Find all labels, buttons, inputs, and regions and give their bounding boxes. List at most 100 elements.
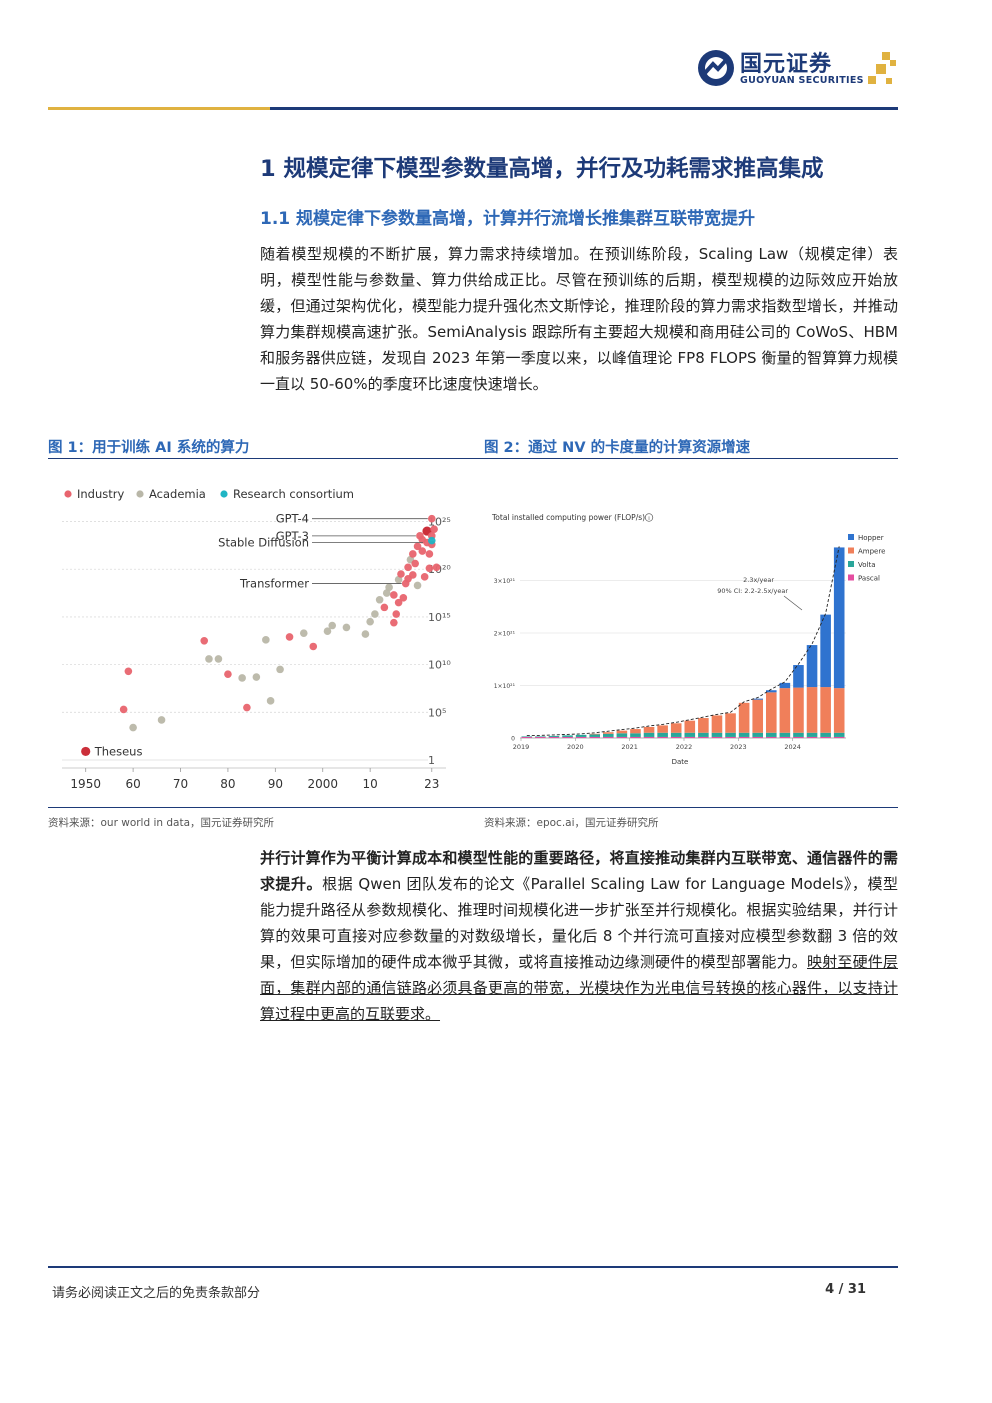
company-logo: 国元证券 GUOYUAN SECURITIES (696, 46, 900, 92)
figure1-point (81, 746, 91, 757)
figure2-legend-swatch (848, 547, 854, 554)
figure2-bar-segment (793, 687, 804, 733)
figure1-point (425, 550, 434, 558)
figure2-bar-segment (752, 699, 764, 733)
figure1-point (409, 571, 417, 579)
figure1-point (409, 550, 417, 558)
figure2-legend-label: Ampere (858, 547, 885, 555)
figure2-bar-segment (575, 734, 587, 737)
figure2-bar-segment (562, 735, 573, 737)
figure2-bar-segment (616, 736, 628, 738)
figure1-point (371, 610, 379, 618)
figure2-x-tick-label: 2022 (676, 743, 693, 751)
figure1-annotation: GPT-3 (276, 529, 309, 543)
figure2-bar-segment (562, 736, 573, 738)
figure1-legend: Industry Academia Research consortium (64, 487, 354, 501)
figure2-bar-segment (725, 736, 736, 738)
figure1-x-tick-label: 1950 (70, 777, 101, 791)
figure1-legend-label: Research consortium (233, 487, 354, 501)
figure1-point (361, 630, 370, 638)
figure1-point (394, 598, 403, 607)
figure2-bar-segment (833, 736, 845, 738)
figure2-bar-segment (521, 736, 533, 738)
figure2-bar-segment (820, 732, 831, 737)
figure1-point (200, 636, 209, 645)
figure2-bar-segment (698, 718, 709, 733)
figure2-bar-segment (752, 698, 764, 700)
figure2-bar-segment (602, 732, 614, 734)
paragraph-bold-lead: 并行计算作为平衡计算成本和模型性能的重要路径，将直接推动集群内互联带宽、通信器件… (260, 849, 898, 893)
figure1-point (392, 610, 401, 618)
page-number: 4 / 31 (825, 1282, 866, 1297)
figure2-bar-segment (657, 725, 668, 733)
figure2-bar-segment (793, 665, 804, 688)
figure1-annotation: GPT-4 (276, 512, 309, 526)
figure1-point (385, 583, 393, 592)
figure2-bar-segment (779, 736, 791, 738)
figure2-bar-segment (711, 736, 723, 738)
figure2-bar-segment (575, 736, 587, 738)
figure-top-rule (48, 458, 898, 459)
figure1-point (404, 563, 412, 572)
logo-name: 国元证券 (740, 52, 833, 77)
figure1-chart: 110⁵10¹⁰10¹⁵10²⁰10²⁵ 1950607080902000102… (62, 487, 451, 791)
figure2-x-axis-label: Date (672, 758, 689, 766)
figure1-point (366, 617, 374, 626)
figure2-bar-segment (602, 736, 614, 738)
figure2-bar-segment (616, 733, 628, 737)
figure2-bar-segment (820, 614, 831, 688)
figure1-x-tick-label: 10 (363, 777, 378, 791)
figure2-bar-segment (738, 732, 750, 737)
figure2-legend-label: Volta (858, 561, 876, 569)
figure2-x-tick-label: 2023 (730, 743, 747, 751)
figure2-bar-segment (765, 736, 777, 738)
header-rule (48, 107, 898, 110)
figure2-bar-segment (793, 736, 804, 738)
figure1-x-tick-label: 90 (268, 777, 283, 791)
figure2-bar-segment (602, 733, 614, 737)
figure2-bar-segment (833, 547, 845, 689)
figure1-x-ticks: 1950 60 70 80 90 2000 10 23 (70, 768, 439, 791)
figure1-point (119, 705, 128, 714)
figure1-point (418, 547, 427, 555)
figure1-point (224, 670, 232, 678)
figure1-x-tick-label: 23 (424, 777, 439, 791)
figure1-point (411, 559, 419, 568)
figure1-point (285, 633, 294, 641)
figure1-point (262, 636, 270, 644)
figure2-legend-swatch (848, 574, 854, 581)
figure2-bar-segment (670, 736, 682, 738)
figure2-bar-segment (779, 688, 791, 733)
figure2-bar-segment (806, 732, 818, 737)
figure1-point (413, 581, 422, 590)
figure1-legend-swatch (220, 490, 228, 498)
svg-text:i: i (648, 516, 650, 522)
figure1-point (390, 618, 398, 627)
figure2-source: 资料来源：epoc.ai，国元证券研究所 (484, 817, 659, 829)
figure1-gridlines (62, 521, 446, 769)
figure2-title: 图 2：通过 NV 的卡度量的计算资源增速 (484, 440, 751, 456)
figure2-bar-segment (806, 687, 818, 733)
figure2-legend-swatch (848, 561, 854, 567)
figure2-bar-segment (698, 732, 709, 737)
paragraph-body: 根据 Qwen 团队发布的论文《Parallel Scaling Law for… (260, 875, 898, 971)
figure1-point (205, 655, 213, 663)
figure2-annotation-rate: 2.3x/year (743, 576, 774, 584)
figure2-y-tick-label: 0 (511, 736, 515, 743)
figure1-title: 图 1：用于训练 AI 系统的算力 (48, 440, 250, 456)
figure1-y-tick-label: 1 (428, 754, 435, 767)
figure-bottom-rule (48, 807, 898, 808)
figure2-bar-segment (779, 732, 791, 737)
figure2-bar-segment (752, 736, 764, 738)
figure2-bar-segment (684, 736, 696, 738)
figure1-point (124, 667, 133, 676)
figure1-points (81, 514, 441, 757)
figure1-x-tick-label: 70 (173, 777, 188, 791)
footer-rule (48, 1266, 898, 1268)
section-heading: 1 规模定律下模型参数量高增，并行及功耗需求推高集成 (260, 156, 824, 182)
figure2-chart-title: Total installed computing power (FLOP/s) (491, 513, 645, 522)
figure1-point (157, 716, 166, 724)
figure2-bar-segment (657, 732, 668, 737)
figure2-bar-segment (793, 732, 804, 737)
